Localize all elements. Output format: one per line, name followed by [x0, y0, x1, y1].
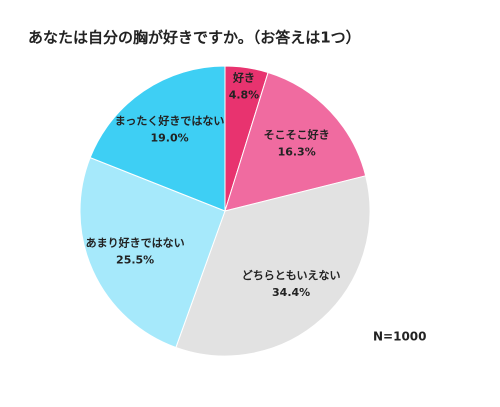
pie-slice — [89, 65, 226, 212]
slice-label: 好き — [232, 70, 255, 84]
value-label: 4.8% — [229, 88, 260, 101]
pie-slice — [175, 175, 371, 357]
value-label: 34.4% — [272, 286, 310, 299]
slice-label: あまり好きではない — [86, 236, 185, 250]
value-label: 16.3% — [278, 145, 316, 158]
slice-label: そこそこ好き — [264, 127, 330, 141]
pie-slice — [224, 71, 367, 212]
value-label: 25.5% — [116, 254, 154, 267]
annotation: N=1000 — [373, 330, 427, 344]
slice-label: まったく好きではない — [115, 113, 225, 127]
value-label: 19.0% — [150, 131, 188, 144]
slice-label: どちらともいえない — [242, 269, 341, 282]
chart-title: あなたは自分の胸が好きですか。（お答えは1つ） — [28, 29, 361, 47]
pie-slice — [79, 156, 226, 349]
